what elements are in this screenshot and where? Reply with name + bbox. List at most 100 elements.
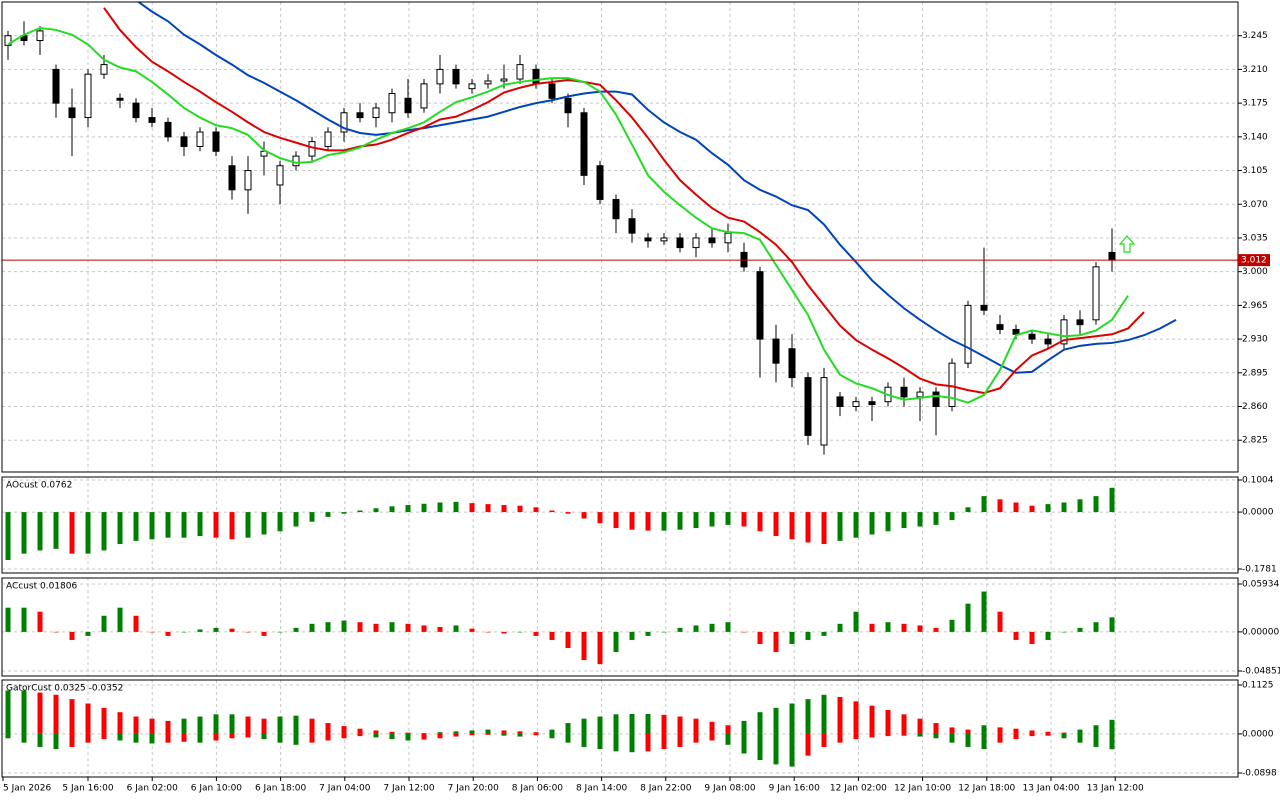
- histogram-bar: [565, 733, 571, 743]
- histogram-bar: [629, 631, 635, 640]
- histogram-bar: [725, 725, 731, 734]
- indicator-title: ACcust 0.01806: [6, 582, 78, 592]
- histogram-bar: [261, 718, 267, 734]
- histogram-bar: [21, 690, 27, 734]
- histogram-bar: [229, 733, 235, 739]
- histogram-bar: [325, 622, 331, 632]
- panel-frame: [1, 679, 1239, 778]
- candle-body: [468, 83, 476, 90]
- candle-body: [580, 112, 588, 176]
- histogram-bar: [341, 512, 347, 514]
- histogram-bar: [1061, 631, 1067, 633]
- histogram-bar: [293, 627, 299, 632]
- histogram-bar: [197, 512, 203, 537]
- histogram-bar: [149, 718, 155, 734]
- candle-body: [1044, 338, 1052, 345]
- histogram-bar: [469, 628, 475, 632]
- histogram-bar: [197, 733, 203, 743]
- histogram-bar: [597, 733, 603, 750]
- histogram-bar: [53, 733, 59, 750]
- histogram-bar: [773, 512, 779, 537]
- candle-body: [692, 237, 700, 249]
- histogram-bar: [869, 512, 875, 535]
- histogram-bar: [37, 611, 43, 632]
- histogram-bar: [1029, 733, 1035, 737]
- candle-body: [500, 78, 508, 82]
- histogram-bar: [325, 512, 331, 517]
- y-tick-label: 0.0000: [1242, 508, 1274, 518]
- histogram-bar: [757, 631, 763, 644]
- histogram-bar: [277, 512, 283, 532]
- histogram-bar: [917, 512, 923, 527]
- histogram-bar: [117, 733, 123, 741]
- histogram-bar: [805, 512, 811, 543]
- histogram-bar: [997, 499, 1003, 513]
- candle-body: [84, 73, 92, 119]
- histogram-bar: [581, 733, 587, 747]
- histogram-bar: [725, 512, 731, 525]
- histogram-bar: [453, 733, 459, 737]
- histogram-bar: [837, 623, 843, 632]
- y-tick-label: 2.895: [1242, 368, 1268, 378]
- histogram-bar: [149, 733, 155, 744]
- histogram-bar: [133, 512, 139, 541]
- histogram-bar: [1109, 733, 1115, 750]
- y-tick-label: 0.0000: [1242, 729, 1274, 739]
- candle-body: [436, 68, 444, 85]
- histogram-bar: [501, 733, 507, 736]
- histogram-bar: [293, 715, 299, 734]
- histogram-bar: [805, 699, 811, 734]
- histogram-bar: [949, 512, 955, 521]
- histogram-bar: [453, 501, 459, 513]
- histogram-bar: [597, 512, 603, 524]
- candle-body: [308, 141, 316, 157]
- candle-body: [164, 121, 172, 138]
- histogram-bar: [1093, 496, 1099, 513]
- histogram-bar: [117, 607, 123, 632]
- y-tick-label: -0.1781: [1242, 565, 1277, 575]
- histogram-bar: [885, 622, 891, 632]
- histogram-bar: [1045, 504, 1051, 513]
- histogram-bar: [1061, 733, 1067, 739]
- candle-body: [676, 237, 684, 249]
- histogram-bar: [437, 733, 443, 739]
- histogram-bar: [69, 512, 75, 554]
- histogram-bar: [309, 733, 315, 743]
- histogram-bar: [357, 622, 363, 632]
- histogram-bar: [741, 720, 747, 734]
- candle-body: [292, 155, 300, 167]
- histogram-bar: [1077, 627, 1083, 632]
- histogram-bar: [261, 631, 267, 636]
- histogram-bar: [533, 732, 539, 734]
- histogram-bar: [885, 512, 891, 532]
- histogram-bar: [1045, 733, 1051, 736]
- histogram-bar: [1077, 499, 1083, 513]
- histogram-bar: [181, 718, 187, 734]
- histogram-bar: [757, 512, 763, 532]
- histogram-bar: [565, 631, 571, 649]
- histogram-bar: [597, 716, 603, 734]
- x-tick-label: 6 Jan 10:00: [191, 784, 243, 794]
- histogram-bar: [1093, 725, 1099, 734]
- histogram-bar: [501, 631, 507, 634]
- candle-body: [948, 362, 956, 408]
- candle-body: [964, 304, 972, 364]
- histogram-bar: [293, 733, 299, 745]
- histogram-bar: [341, 733, 347, 739]
- histogram-bar: [709, 733, 715, 741]
- candle-body: [100, 64, 108, 75]
- x-tick-label: 5 Jan 2026: [3, 784, 51, 794]
- histogram-bar: [325, 733, 331, 741]
- histogram-bar: [965, 733, 971, 747]
- y-tick-label: 2.825: [1242, 436, 1268, 446]
- histogram-bar: [1061, 502, 1067, 513]
- candle-body: [996, 324, 1004, 330]
- y-tick-label: 3.035: [1242, 233, 1268, 243]
- histogram-bar: [869, 705, 875, 734]
- histogram-bar: [1077, 733, 1083, 743]
- histogram-bar: [1029, 631, 1035, 644]
- candle-body: [868, 401, 876, 406]
- histogram-bar: [229, 628, 235, 632]
- histogram-bar: [309, 623, 315, 632]
